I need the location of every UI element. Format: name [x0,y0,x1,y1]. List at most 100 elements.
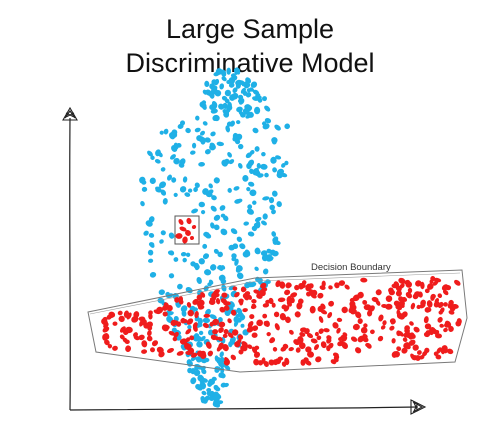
class-a-point [178,162,185,168]
highlight-box-points [175,217,197,244]
class-a-point [213,214,221,221]
class-b-point [246,326,254,333]
class-b-point [174,297,180,303]
class-a-point [264,118,272,124]
class-b-point [107,344,113,349]
class-b-point [272,347,278,352]
class-b-point [237,334,244,340]
class-b-point [318,316,324,323]
class-b-point [405,281,413,288]
class-a-point [216,141,224,147]
class-a-point [193,262,199,269]
class-b-point [277,297,286,303]
class-b-point [185,230,191,236]
class-b-point [284,316,291,324]
class-a-point [262,268,269,275]
class-a-point [252,89,260,95]
class-b-point [434,298,440,304]
class-a-point [145,220,153,227]
class-a-point [275,155,282,160]
class-a-point [207,282,212,287]
class-a-point [219,83,225,90]
class-a-point [236,198,243,203]
class-b-point [247,321,254,328]
class-b-point [306,333,314,339]
class-a-point [252,96,259,101]
class-b-point [118,315,125,323]
class-b-point [424,288,430,294]
class-a-point [204,149,211,155]
class-a-point [257,173,264,178]
class-a-point [191,208,199,214]
class-b-point [426,300,433,308]
class-b-point [230,309,237,316]
class-b-point [366,343,372,349]
class-a-point [171,177,177,183]
class-b-point [425,307,432,313]
class-a-point [198,201,205,208]
class-b-point [410,333,416,339]
class-b-point [102,326,110,333]
class-b-point [443,302,448,307]
class-a-point [201,390,207,396]
class-a-point [200,137,206,145]
class-b-point [417,350,422,355]
class-a-point [198,330,204,336]
class-b-point [437,293,443,299]
class-b-point [395,290,402,297]
class-b-point [427,283,434,290]
class-b-point [284,289,291,296]
class-a-point [236,265,243,272]
class-b-point [377,335,384,342]
class-b-point [256,319,263,327]
class-b-point [217,336,223,342]
class-a-point [270,156,277,164]
class-b-point [398,296,404,302]
class-b-point [355,347,362,354]
class-b-point [251,303,256,308]
class-b-point [244,291,251,296]
class-b-point [439,323,444,328]
class-b-point [151,340,159,347]
class-b-point [222,344,229,352]
class-a-point [195,356,203,363]
class-a-point [220,69,227,77]
class-b-point [297,336,304,344]
class-a-point [224,89,232,97]
class-b-point [279,281,286,289]
class-a-point [170,154,176,160]
class-a-point [280,172,288,178]
class-b-point [310,306,316,312]
class-a-point [272,238,279,245]
class-b-point [334,282,340,289]
class-b-point [287,298,295,304]
class-b-point [249,314,255,320]
class-b-point [227,332,234,339]
class-a-point [206,387,212,393]
class-b-point [240,287,247,293]
class-b-point [397,330,404,337]
class-b-point [180,317,186,324]
class-b-point [187,309,194,317]
class-a-point [204,80,210,87]
class-b-point [108,311,116,318]
class-b-point [430,293,436,299]
class-b-point [398,277,406,284]
class-b-point [150,347,155,353]
class-b-point [205,341,212,349]
class-b-point [234,341,241,348]
class-a-point [173,257,179,262]
class-b-point [300,327,307,333]
class-b-point [362,336,369,343]
class-b-point [238,349,244,355]
class-b-point [412,293,419,300]
class-a-point [210,264,217,271]
class-b-point [290,292,298,298]
class-b-point [301,283,306,289]
class-a-point [187,367,193,374]
class-a-point [231,256,237,262]
class-b-point [350,336,358,342]
class-b-point [332,352,339,358]
class-b-point [148,310,153,316]
